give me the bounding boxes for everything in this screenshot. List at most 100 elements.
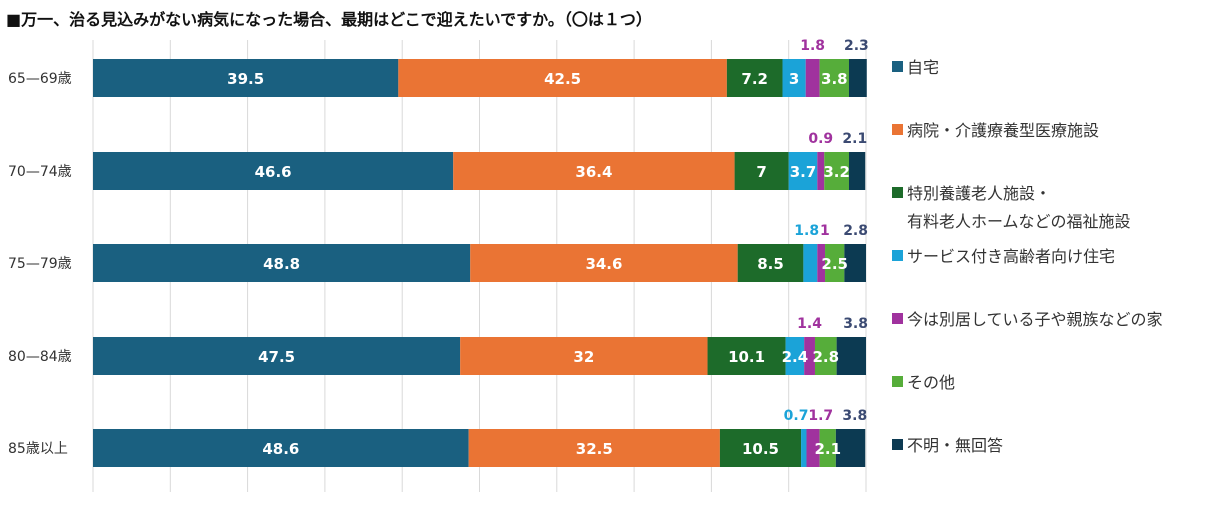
data-label: 36.4 bbox=[575, 163, 612, 181]
bar-segment bbox=[726, 59, 783, 97]
legend-item: 特別養護老人施設・有料老人ホームなどの福祉施設 bbox=[892, 180, 1131, 236]
legend-item: サービス付き高齢者向け住宅 bbox=[892, 243, 1115, 271]
legend-label: サービス付き高齢者向け住宅 bbox=[907, 247, 1116, 266]
data-label: 32.5 bbox=[576, 440, 613, 458]
data-label: 8.5 bbox=[757, 255, 784, 273]
data-label: 10.5 bbox=[742, 440, 779, 458]
data-label: 1.4 bbox=[797, 316, 822, 332]
legend-label: 病院・介護療養型医療施設 bbox=[907, 121, 1100, 140]
legend-swatch-icon bbox=[892, 250, 903, 261]
legend-item: 自宅 bbox=[892, 54, 939, 82]
bar-segment bbox=[93, 152, 454, 190]
bar-segment bbox=[460, 337, 708, 375]
bar-segment bbox=[93, 59, 399, 97]
bar-segment bbox=[805, 59, 820, 97]
bar-segment bbox=[848, 152, 866, 190]
data-label: 0.9 bbox=[808, 131, 833, 147]
bar-segment bbox=[806, 429, 820, 467]
bars bbox=[93, 59, 867, 467]
bar-segment bbox=[93, 337, 461, 375]
data-label: 1.7 bbox=[808, 408, 833, 424]
data-label: 0.7 bbox=[784, 408, 809, 424]
legend-item: 病院・介護療養型医療施設 bbox=[892, 117, 1099, 145]
legend-label: その他 bbox=[907, 373, 956, 392]
data-label: 7.2 bbox=[741, 70, 768, 88]
legend-label: 不明・無回答 bbox=[907, 436, 1004, 455]
bar-segment bbox=[782, 59, 806, 97]
data-label: 3.8 bbox=[843, 316, 868, 332]
legend-swatch-icon bbox=[892, 124, 903, 135]
category-label: 70—74歳 bbox=[8, 164, 72, 180]
bar-segment bbox=[785, 337, 805, 375]
value-labels: 39.5 42.5 7.2 3 3.8 1.8 2.3 46.6 36.4 7 3.7 3.2 0.9 2… bbox=[227, 38, 869, 458]
bar-segment bbox=[824, 152, 849, 190]
bar-segment bbox=[734, 152, 789, 190]
legend-swatch-icon bbox=[892, 376, 903, 387]
category-label: 80—84歳 bbox=[8, 349, 72, 365]
legend-label: 自宅 bbox=[907, 58, 940, 77]
data-label: 48.6 bbox=[262, 440, 299, 458]
data-label: 2.8 bbox=[813, 348, 840, 366]
legend-item: 不明・無回答 bbox=[892, 432, 1003, 460]
legend-swatch-icon bbox=[892, 61, 903, 72]
category-labels: 65—69歳 70—74歳 75—79歳 80—84歳 85歳以上 bbox=[8, 71, 72, 457]
category-label: 85歳以上 bbox=[8, 441, 68, 457]
legend-swatch-icon bbox=[892, 187, 903, 198]
data-label: 3 bbox=[789, 70, 799, 88]
bar-segment bbox=[804, 337, 815, 375]
bar-segment bbox=[817, 244, 826, 282]
stacked-bar-chart: 39.5 42.5 7.2 3 3.8 1.8 2.3 46.6 36.4 7 3.7 3.2 0.9 2… bbox=[8, 38, 869, 492]
bar-segment bbox=[814, 337, 837, 375]
data-label: 7 bbox=[756, 163, 766, 181]
bar-segment bbox=[817, 152, 825, 190]
legend-label: 今は別居している子や親族などの家 bbox=[907, 310, 1163, 329]
legend-swatch-icon bbox=[892, 313, 903, 324]
bar-segment bbox=[844, 244, 866, 282]
bar-segment bbox=[788, 152, 818, 190]
data-label: 47.5 bbox=[258, 348, 295, 366]
data-label: 2.4 bbox=[782, 348, 809, 366]
bar-segment bbox=[848, 59, 867, 97]
data-label: 34.6 bbox=[585, 255, 622, 273]
bar-segment bbox=[803, 244, 818, 282]
bar-segment bbox=[737, 244, 804, 282]
data-label: 1 bbox=[820, 223, 830, 239]
data-label: 3.8 bbox=[842, 408, 867, 424]
data-label: 2.3 bbox=[844, 38, 869, 54]
data-label: 3.7 bbox=[790, 163, 817, 181]
bar-segment bbox=[835, 429, 866, 467]
data-label: 3.2 bbox=[823, 163, 850, 181]
category-label: 65—69歳 bbox=[8, 71, 72, 87]
data-label: 2.1 bbox=[842, 131, 867, 147]
data-label: 2.5 bbox=[821, 255, 848, 273]
bar-segment bbox=[825, 244, 845, 282]
data-label: 1.8 bbox=[794, 223, 819, 239]
legend-label-line2: 有料老人ホームなどの福祉施設 bbox=[907, 212, 1131, 231]
legend-swatch-icon bbox=[892, 439, 903, 450]
data-label: 46.6 bbox=[255, 163, 292, 181]
bar-segment bbox=[819, 59, 849, 97]
bar-segment bbox=[93, 429, 469, 467]
data-label: 42.5 bbox=[544, 70, 581, 88]
bar-segment bbox=[453, 152, 735, 190]
bar-segment bbox=[470, 244, 738, 282]
legend-item: 今は別居している子や親族などの家 bbox=[892, 306, 1163, 334]
category-label: 75—79歳 bbox=[8, 256, 72, 272]
bar-segment bbox=[836, 337, 866, 375]
bar-segment bbox=[468, 429, 720, 467]
bar-segment bbox=[801, 429, 807, 467]
data-label: 2.8 bbox=[843, 223, 868, 239]
bar-segment bbox=[819, 429, 836, 467]
chart-title: ■万一、治る見込みがない病気になった場合、最期はどこで迎えたいですか。（〇は１つ… bbox=[6, 10, 652, 29]
data-label: 48.8 bbox=[263, 255, 300, 273]
data-label: 32 bbox=[573, 348, 594, 366]
data-label: 1.8 bbox=[800, 38, 825, 54]
data-label: 10.1 bbox=[728, 348, 765, 366]
bar-segment bbox=[398, 59, 727, 97]
data-label: 39.5 bbox=[227, 70, 264, 88]
bar-segment bbox=[93, 244, 471, 282]
bar-segment bbox=[707, 337, 786, 375]
legend-label: 特別養護老人施設・ bbox=[907, 184, 1052, 203]
legend-item: その他 bbox=[892, 369, 955, 397]
data-label: 2.1 bbox=[814, 440, 841, 458]
